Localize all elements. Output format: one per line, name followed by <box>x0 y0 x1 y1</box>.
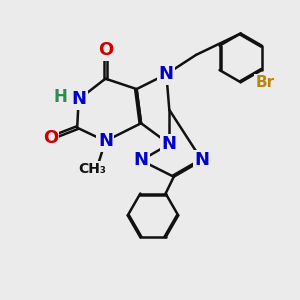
Text: O: O <box>43 129 58 147</box>
Text: N: N <box>98 132 113 150</box>
Text: O: O <box>98 41 113 59</box>
Text: N: N <box>134 152 148 169</box>
Text: N: N <box>71 91 86 109</box>
Text: N: N <box>159 65 174 83</box>
Text: N: N <box>194 152 209 169</box>
Text: Br: Br <box>256 75 274 90</box>
Text: CH₃: CH₃ <box>78 162 106 176</box>
Text: H: H <box>54 88 68 106</box>
Text: N: N <box>162 135 177 153</box>
